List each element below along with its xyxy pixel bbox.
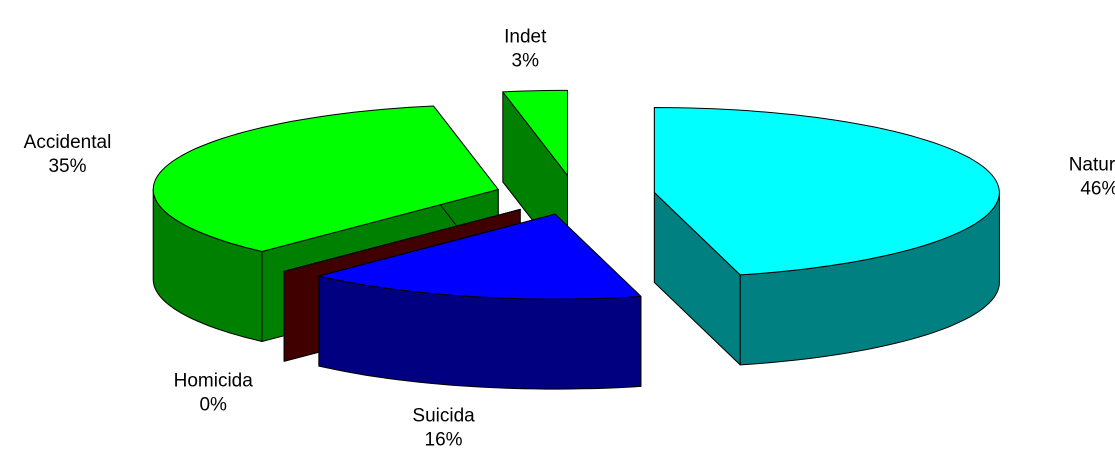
slice <box>502 89 568 176</box>
slice <box>318 213 642 300</box>
slice <box>152 105 499 252</box>
value-label: 3% <box>512 50 540 71</box>
slice <box>283 208 521 272</box>
slice-label: Suicida <box>412 406 475 427</box>
slice-label: Accidental <box>24 132 112 153</box>
value-label: 46% <box>1080 179 1115 200</box>
slice-label: Indet <box>504 26 547 47</box>
slice <box>653 107 1000 276</box>
value-label: 35% <box>48 156 86 177</box>
slice-label: Homicida <box>174 370 254 391</box>
slice-label: Natural <box>1069 155 1115 176</box>
value-label: 16% <box>425 430 463 451</box>
value-label: 0% <box>199 394 227 415</box>
